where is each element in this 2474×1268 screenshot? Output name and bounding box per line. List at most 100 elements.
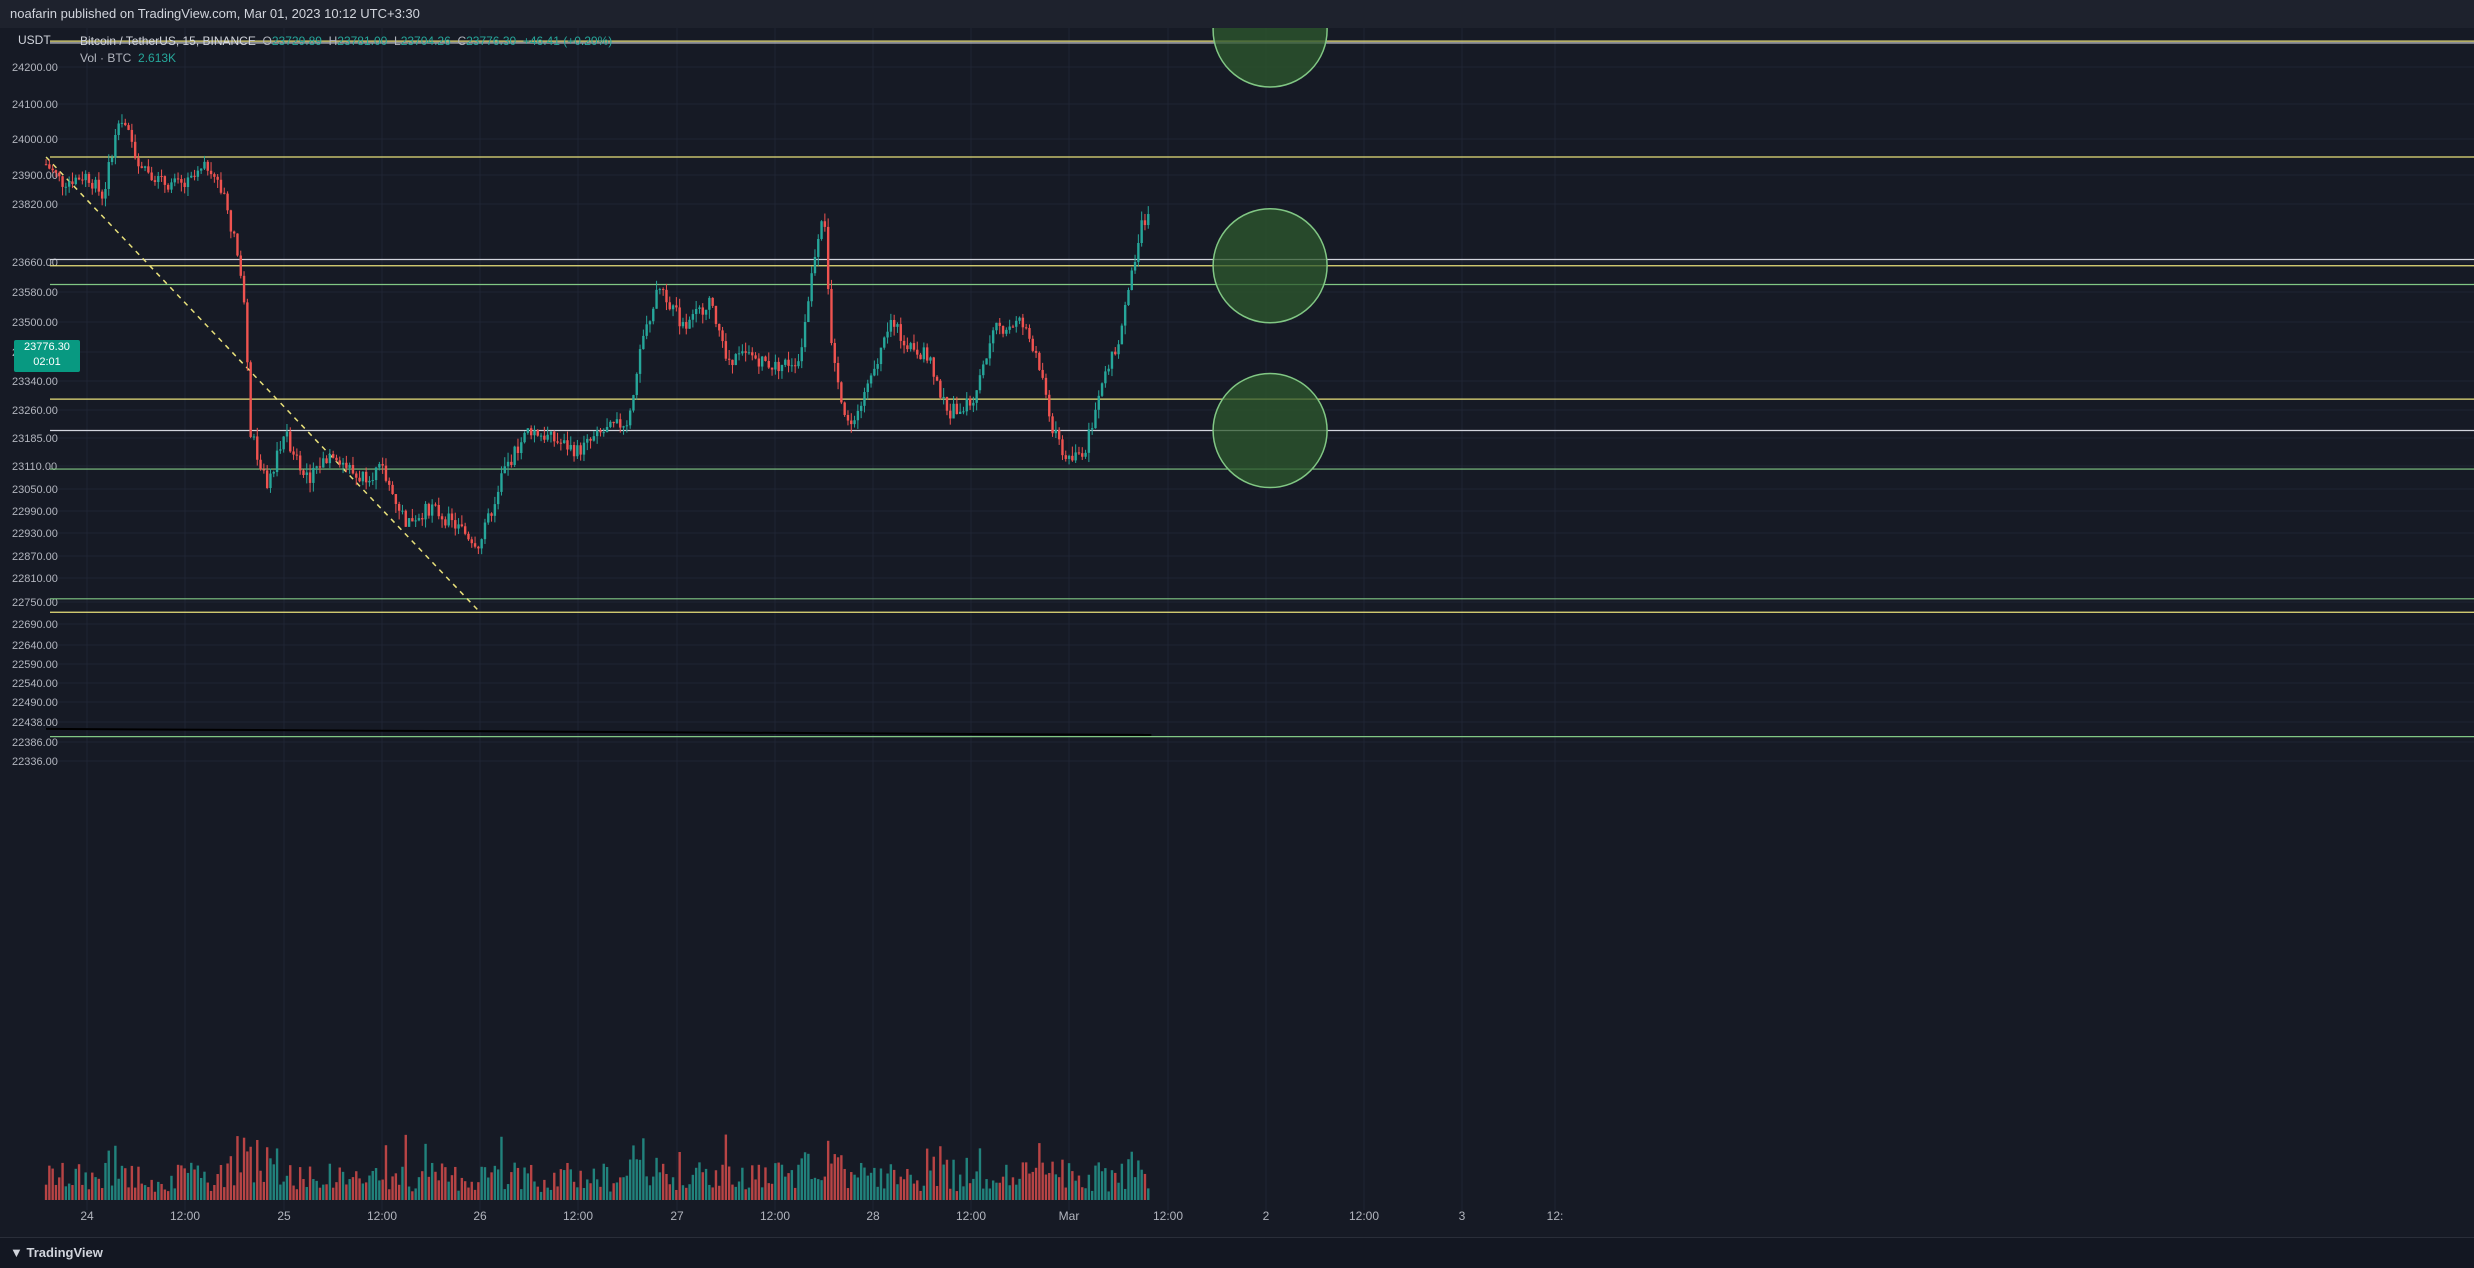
candle-body (1114, 351, 1117, 355)
candle-body (661, 289, 665, 291)
volume-bar (401, 1166, 404, 1200)
candle-body (572, 445, 576, 457)
volume-bar (312, 1179, 315, 1200)
candle-body (529, 428, 533, 436)
volume-bar (166, 1191, 170, 1200)
close-label: C (457, 34, 467, 48)
candle-body (457, 524, 460, 529)
candle-body (183, 182, 186, 188)
candle-body (912, 343, 916, 350)
candle-body (1087, 429, 1091, 453)
candle-body (770, 367, 774, 370)
candle-body (520, 442, 523, 454)
candle-body (454, 520, 457, 529)
volume-bar (632, 1145, 635, 1200)
candle-body (510, 461, 513, 465)
last-price-tag: 23776.30 02:01 (14, 340, 80, 372)
y-tick-label: 22870.00 (12, 551, 58, 563)
candle-body (308, 472, 312, 483)
volume-bar (751, 1165, 754, 1200)
candle-body (434, 504, 437, 506)
candle-body (982, 364, 985, 376)
last-price: 23776.30 (24, 341, 70, 353)
volume-bar (648, 1185, 652, 1200)
volume-bar (335, 1182, 338, 1200)
candle-body (955, 403, 959, 415)
chart-area[interactable]: 24200.00 24100.00 24000.00 23900.00 23820.00… (0, 0, 2474, 1237)
candle-body (685, 322, 688, 329)
candle-body (51, 168, 54, 171)
volume-label: Vol · BTC (80, 51, 132, 65)
candle-body (213, 174, 216, 177)
volume-bar (345, 1184, 348, 1200)
candle-body (186, 177, 190, 188)
volume-bar (836, 1157, 840, 1200)
volume-bar (282, 1181, 285, 1200)
candle-body (793, 365, 797, 367)
volume-bar (922, 1185, 926, 1200)
volume-bar (500, 1136, 503, 1200)
volume-bar (219, 1164, 223, 1200)
candle-body (546, 434, 549, 440)
volume-bar (100, 1188, 104, 1200)
candle-body (922, 347, 926, 360)
candle-body (368, 480, 371, 483)
volume-bar (833, 1154, 836, 1200)
price-chart[interactable]: 24200.00 24100.00 24000.00 23900.00 23820.00… (0, 0, 2474, 1237)
volume-bar (609, 1191, 612, 1200)
candle-body (64, 186, 68, 188)
volume-bar (308, 1166, 312, 1200)
candle-body (543, 435, 546, 440)
volume-bar (642, 1138, 645, 1200)
volume-bar (460, 1177, 464, 1200)
volume-bar (975, 1171, 978, 1200)
candle-body (612, 421, 615, 424)
candle-body (114, 134, 117, 158)
candle-body (579, 445, 582, 455)
volume-bar (394, 1173, 398, 1200)
volume-bar (955, 1191, 959, 1200)
candle-body (549, 431, 553, 435)
candle-body (800, 347, 803, 362)
candle-body (826, 226, 830, 289)
target-circle (1212, 0, 1328, 88)
volume-bar (463, 1181, 467, 1200)
candle-body (71, 181, 74, 185)
candle-body (312, 467, 315, 483)
candle-body (424, 503, 427, 520)
volume-bar (661, 1163, 665, 1200)
volume-bar (209, 1190, 213, 1200)
candle-body (1094, 409, 1097, 429)
candle-body (906, 345, 909, 350)
candle-body (1090, 428, 1094, 430)
volume-bar (213, 1185, 216, 1200)
volume-bar (1018, 1178, 1021, 1200)
volume-bar (1133, 1177, 1137, 1200)
candle-body (160, 176, 163, 178)
volume-bar (1120, 1163, 1124, 1200)
candle-body (1021, 317, 1025, 328)
volume-bar (566, 1162, 569, 1200)
candle-body (463, 526, 467, 534)
candle-body (978, 375, 982, 391)
candle-body (496, 491, 500, 505)
candle-body (137, 158, 140, 167)
candle-body (516, 446, 520, 454)
candle-body (853, 420, 856, 425)
volume-bar (823, 1176, 827, 1200)
volume-bar (421, 1171, 424, 1200)
volume-bar (417, 1177, 421, 1200)
candle-body (417, 518, 421, 521)
volume-bar (397, 1184, 401, 1200)
volume-bar (840, 1155, 843, 1200)
candle-body (909, 343, 912, 350)
tradingview-logo[interactable]: ▼ TradingView (10, 1245, 103, 1260)
x-tick-label: 12:00 (760, 1209, 790, 1223)
candle-body (1143, 220, 1147, 226)
candle-body (998, 322, 1001, 326)
open-value: 23729.89 (271, 34, 322, 48)
volume-bar (820, 1180, 823, 1200)
candle-body (873, 368, 876, 376)
candle-body (470, 539, 473, 544)
volume-bar (173, 1188, 176, 1200)
